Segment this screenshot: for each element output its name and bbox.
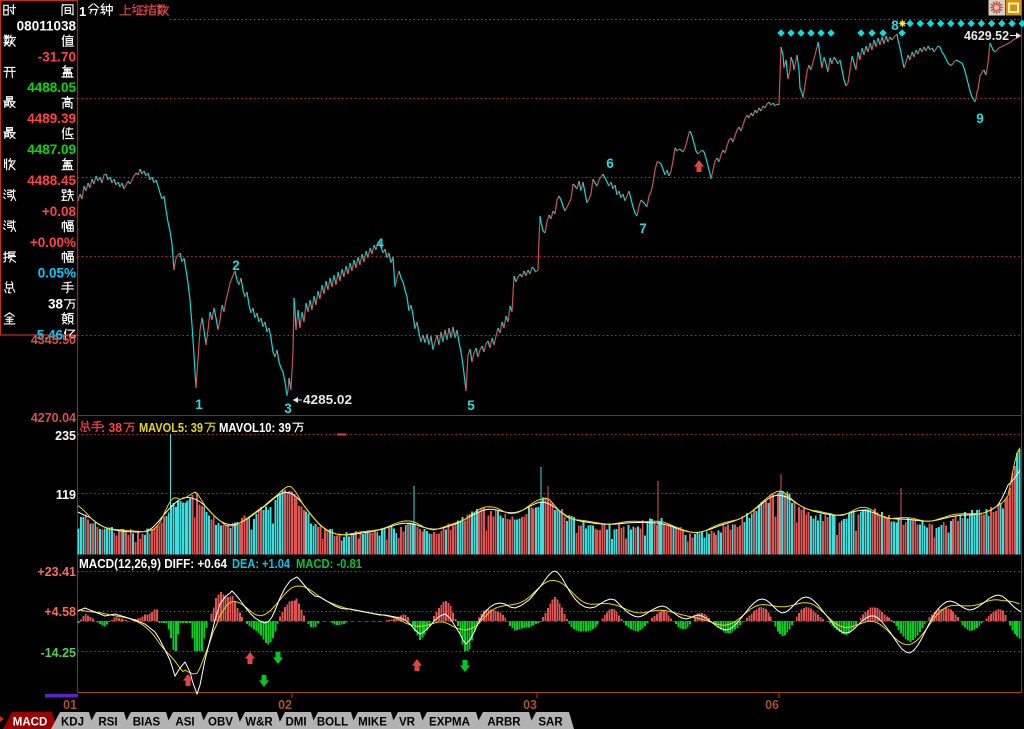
svg-text:MACD: MACD xyxy=(13,717,48,729)
svg-text:-14.25: -14.25 xyxy=(41,646,76,660)
svg-text:MACD(12,26,9) DIFF: +0.64: MACD(12,26,9) DIFF: +0.64 xyxy=(79,557,227,571)
svg-text:03: 03 xyxy=(523,698,537,712)
svg-text:MACD: -0.81: MACD: -0.81 xyxy=(296,557,362,571)
svg-text:+0.00%: +0.00% xyxy=(30,235,76,250)
svg-text:119: 119 xyxy=(56,488,76,502)
svg-text:06: 06 xyxy=(765,698,779,712)
svg-text:4345.50: 4345.50 xyxy=(31,333,76,347)
svg-text:4: 4 xyxy=(376,236,384,251)
svg-text:6: 6 xyxy=(606,156,614,171)
svg-text:ASI: ASI xyxy=(175,717,194,729)
svg-text:+4.58: +4.58 xyxy=(44,605,76,619)
svg-text:4489.39: 4489.39 xyxy=(27,111,76,126)
svg-text:W&R: W&R xyxy=(245,717,273,729)
svg-text:EXPMA: EXPMA xyxy=(429,717,470,729)
svg-text:KDJ: KDJ xyxy=(61,717,84,729)
svg-text:4270.04: 4270.04 xyxy=(31,411,76,425)
svg-text:7: 7 xyxy=(639,221,647,236)
svg-text:+23.41: +23.41 xyxy=(37,565,76,579)
svg-text:-31.70: -31.70 xyxy=(38,49,76,64)
svg-text:VR: VR xyxy=(399,717,416,729)
svg-text:ARBR: ARBR xyxy=(487,717,521,729)
svg-text:DMI: DMI xyxy=(285,717,306,729)
svg-text:9: 9 xyxy=(976,111,984,126)
svg-text:1: 1 xyxy=(79,4,86,19)
svg-text:4487.09: 4487.09 xyxy=(27,142,76,157)
svg-text:4285.02: 4285.02 xyxy=(303,393,352,407)
svg-text:02: 02 xyxy=(278,698,292,712)
svg-text:OBV: OBV xyxy=(208,717,233,729)
svg-text:1: 1 xyxy=(195,397,203,412)
svg-text:: 38: : 38 xyxy=(101,421,122,435)
svg-text:2: 2 xyxy=(232,258,240,273)
svg-text:4488.45: 4488.45 xyxy=(27,173,76,188)
svg-text:5.46: 5.46 xyxy=(37,327,64,342)
svg-text:BIAS: BIAS xyxy=(133,717,161,729)
svg-text:MIKE: MIKE xyxy=(358,717,387,729)
svg-text:MAVOL5: 39: MAVOL5: 39 xyxy=(139,421,203,435)
svg-text:01: 01 xyxy=(63,698,77,712)
svg-text:5: 5 xyxy=(467,398,475,413)
svg-text:08011038: 08011038 xyxy=(17,18,77,33)
svg-text:RSI: RSI xyxy=(98,717,117,729)
svg-text:4629.52: 4629.52 xyxy=(964,29,1009,43)
svg-text:0.05%: 0.05% xyxy=(38,266,76,281)
svg-text:235: 235 xyxy=(55,429,76,443)
svg-text:MAVOL10: 39: MAVOL10: 39 xyxy=(219,421,291,435)
svg-text:4488.05: 4488.05 xyxy=(27,80,76,95)
svg-text:DEA: +1.04: DEA: +1.04 xyxy=(232,557,290,571)
svg-text:3: 3 xyxy=(284,401,292,416)
svg-text:BOLL: BOLL xyxy=(317,717,348,729)
svg-text:38: 38 xyxy=(48,297,64,312)
svg-text:+0.08: +0.08 xyxy=(42,204,77,219)
svg-text:8: 8 xyxy=(891,18,899,33)
svg-text:SAR: SAR xyxy=(538,717,563,729)
